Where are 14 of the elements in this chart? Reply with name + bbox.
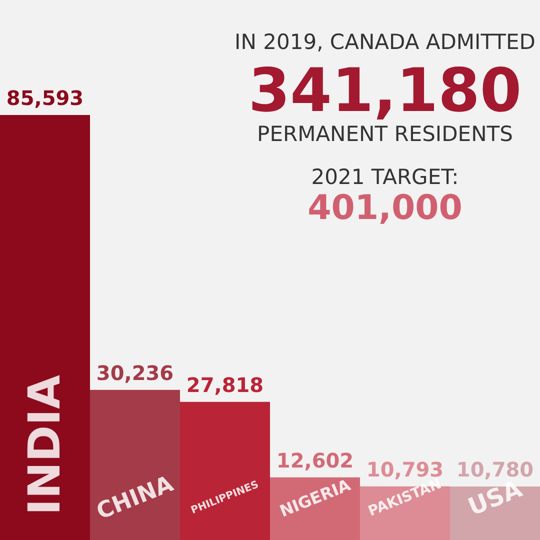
data-label: 12,602 xyxy=(276,448,354,472)
data-label: 10,780 xyxy=(456,457,534,482)
bar xyxy=(0,115,90,540)
annotation: 2021 TARGET: xyxy=(310,165,460,190)
data-label: 10,793 xyxy=(366,457,444,482)
bar xyxy=(180,402,270,540)
data-label: 27,818 xyxy=(186,372,264,397)
data-label: 30,236 xyxy=(96,360,174,385)
annotation: 401,000 xyxy=(306,188,464,229)
x-tick-label: INDIA xyxy=(20,374,70,516)
bar xyxy=(270,477,360,540)
text: IN 2019, CANADA ADMITTED xyxy=(234,30,536,56)
data-label: 85,593 xyxy=(6,86,84,110)
bar xyxy=(90,390,180,540)
